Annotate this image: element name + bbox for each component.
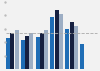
Bar	[25, 36, 29, 69]
Bar	[29, 33, 33, 69]
Bar	[6, 38, 10, 69]
Bar	[80, 44, 84, 69]
Bar	[44, 30, 48, 69]
Bar	[36, 37, 40, 69]
Bar	[21, 39, 25, 69]
Bar	[10, 33, 14, 69]
Bar	[40, 33, 44, 69]
Bar	[65, 29, 69, 69]
Bar	[70, 22, 74, 69]
Bar	[59, 14, 63, 69]
Bar	[50, 17, 54, 69]
Bar	[74, 26, 78, 69]
Bar	[15, 30, 19, 69]
Bar	[55, 10, 59, 69]
